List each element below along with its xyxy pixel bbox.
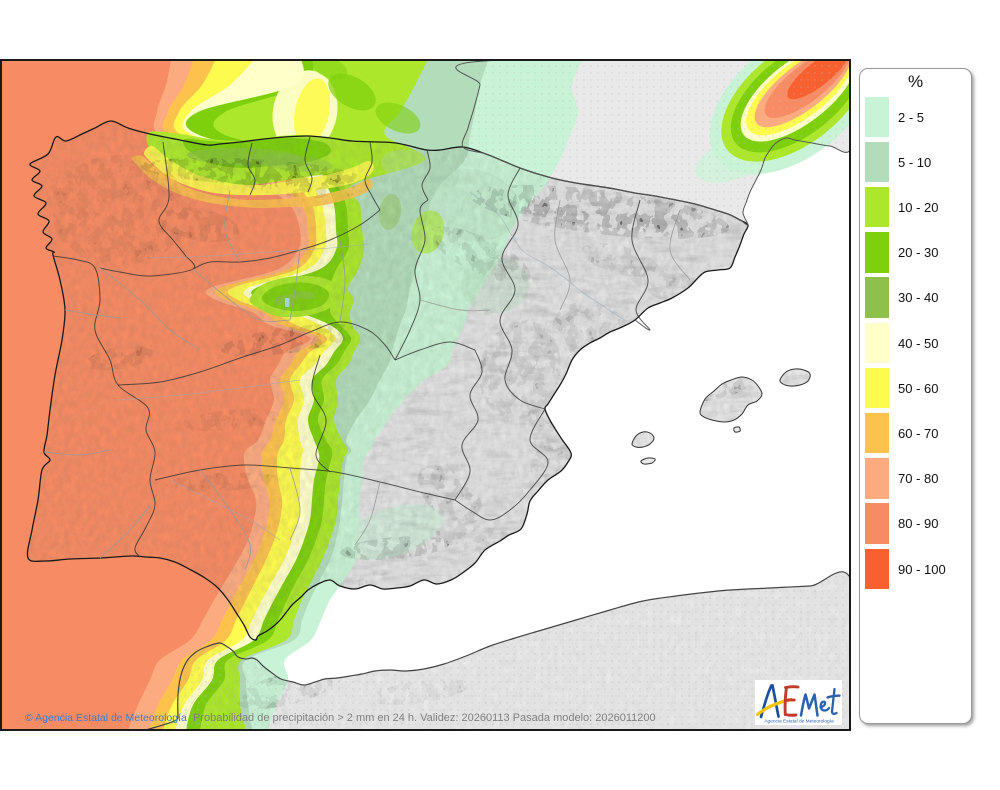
svg-text:Agencia Estatal de Meteorologí: Agencia Estatal de Meteorología (764, 719, 834, 725)
